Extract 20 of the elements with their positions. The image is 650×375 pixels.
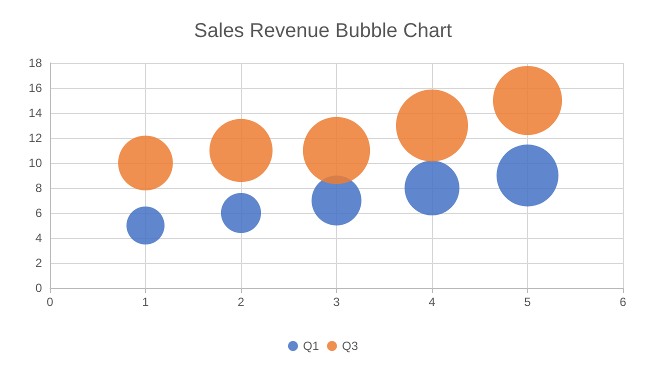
y-tick-label: 10 bbox=[28, 156, 42, 170]
y-tick-label: 4 bbox=[35, 231, 42, 245]
y-tick-label: 6 bbox=[35, 206, 42, 220]
legend-label: Q3 bbox=[342, 339, 358, 353]
y-tick-label: 0 bbox=[35, 281, 42, 295]
y-tick-label: 16 bbox=[28, 81, 42, 95]
y-tick-label: 14 bbox=[28, 106, 42, 120]
x-tick-label: 5 bbox=[524, 295, 532, 309]
legend-label: Q1 bbox=[302, 339, 320, 353]
x-tick-label: 3 bbox=[333, 295, 340, 309]
y-tick-label: 8 bbox=[35, 181, 42, 195]
y-tick-label: 18 bbox=[28, 56, 42, 70]
y-tick-label: 2 bbox=[35, 256, 42, 270]
chart-title: Sales Revenue Bubble Chart bbox=[194, 20, 452, 42]
x-tick-label: 6 bbox=[620, 295, 627, 309]
y-tick-label: 12 bbox=[28, 131, 42, 145]
x-tick-label: 2 bbox=[238, 295, 245, 309]
x-tick-label: 1 bbox=[142, 295, 150, 309]
x-tick-label: 0 bbox=[46, 295, 54, 309]
x-tick-label: 4 bbox=[428, 295, 436, 309]
